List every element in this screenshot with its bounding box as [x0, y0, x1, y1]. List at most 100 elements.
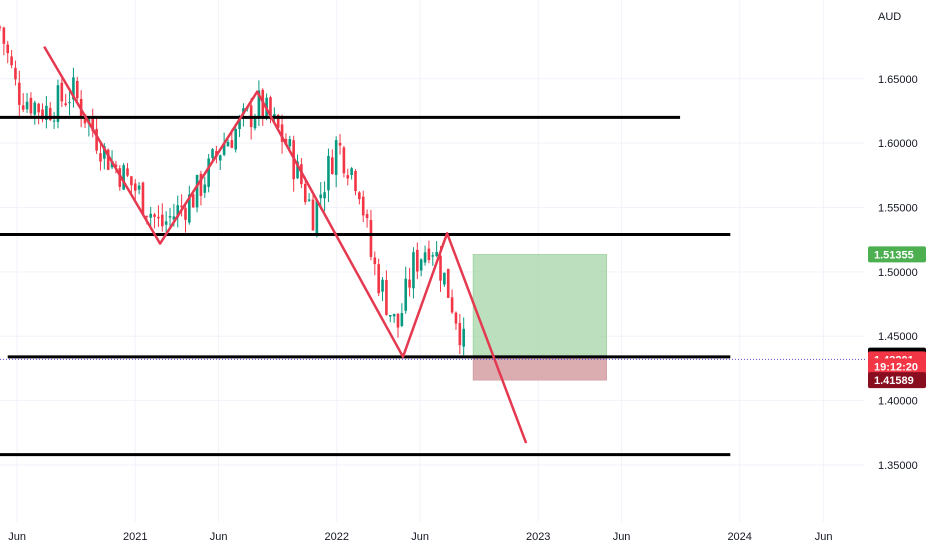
- candle-body: [443, 272, 446, 285]
- candle-body: [191, 194, 195, 208]
- candle-body: [14, 67, 17, 80]
- candle-body: [454, 312, 458, 324]
- candle-body: [257, 90, 261, 117]
- candle-body: [130, 176, 133, 186]
- candle-body: [145, 215, 149, 217]
- candle-body: [160, 214, 164, 227]
- x-tick-label: 2021: [123, 531, 147, 543]
- y-tick-label: 1.35000: [878, 460, 918, 472]
- candle-body: [106, 149, 110, 170]
- candle-body: [222, 144, 226, 155]
- x-tick-label: 2023: [526, 531, 550, 543]
- candle-body: [114, 164, 118, 168]
- stop-zone[interactable]: [472, 355, 607, 381]
- candle-body: [45, 105, 48, 120]
- target-zone[interactable]: [472, 254, 607, 356]
- y-tick-label: 1.45000: [878, 331, 918, 343]
- candle-body: [230, 140, 234, 148]
- candle-body: [141, 182, 145, 215]
- candle-body: [419, 259, 423, 271]
- candle-body: [315, 199, 319, 234]
- candle-body: [385, 280, 388, 315]
- candle-body: [153, 214, 156, 217]
- candle-body: [388, 315, 392, 317]
- position-box[interactable]: [472, 254, 607, 381]
- candle-body: [280, 124, 284, 142]
- x-tick-label: Jun: [411, 531, 429, 543]
- candle-body: [172, 216, 176, 220]
- candle-body: [296, 161, 299, 179]
- candle-body: [358, 192, 361, 200]
- candle-body: [273, 114, 276, 117]
- candle-body: [188, 194, 191, 223]
- candle-body: [133, 183, 137, 191]
- candle-body: [2, 27, 6, 44]
- candle-body: [203, 184, 207, 193]
- trend-lines[interactable]: [43, 45, 528, 444]
- candle-body: [103, 146, 106, 159]
- price-axis[interactable]: AUD 1.65000 1.60000 1.55000 1.50000 1.45000 1…: [878, 11, 918, 472]
- zigzag-trend-line[interactable]: [43, 45, 528, 444]
- candle-body: [199, 173, 203, 196]
- candle-body: [126, 168, 129, 176]
- candle-body: [354, 170, 357, 192]
- candle-body: [48, 107, 52, 121]
- candle-body: [95, 128, 98, 151]
- candle-body: [176, 205, 180, 218]
- candle-body: [381, 279, 384, 292]
- candle-body: [164, 221, 168, 225]
- time-axis[interactable]: Jun 2021 Jun 2022 Jun 2023 Jun 2024 Jun: [8, 531, 832, 543]
- x-tick-label: Jun: [613, 531, 631, 543]
- candle-body: [307, 199, 311, 201]
- x-tick-label: 2022: [324, 531, 348, 543]
- candle-body: [0, 26, 2, 28]
- candle-body: [392, 313, 396, 317]
- candle-body: [10, 56, 13, 66]
- price-badge: [868, 246, 926, 263]
- candle-body: [323, 192, 326, 199]
- candle-body: [33, 102, 37, 115]
- candle-body: [334, 140, 338, 175]
- candle-body: [18, 82, 21, 105]
- currency-label: AUD: [878, 11, 901, 23]
- y-tick-label: 1.40000: [878, 396, 918, 408]
- candle-body: [68, 102, 71, 104]
- candle-body: [72, 77, 75, 100]
- y-tick-label: 1.50000: [878, 267, 918, 279]
- candle-body: [149, 213, 152, 218]
- candle-body: [369, 219, 373, 257]
- y-tick-label: 1.60000: [878, 138, 918, 150]
- candle-body: [361, 196, 365, 216]
- candle-body: [21, 105, 25, 110]
- candle-body: [319, 194, 323, 199]
- candle-body: [180, 205, 183, 208]
- candle-body: [37, 103, 40, 113]
- candle-body: [122, 165, 125, 190]
- candle-body: [303, 183, 307, 202]
- candle-body: [91, 116, 95, 132]
- candle-body: [404, 278, 408, 311]
- candle-body: [269, 97, 272, 119]
- candle-body: [338, 142, 342, 146]
- candle-body: [423, 252, 427, 263]
- candle-body: [377, 264, 380, 294]
- candle-body: [412, 252, 415, 289]
- x-tick-label: Jun: [8, 531, 26, 543]
- horizontal-levels[interactable]: [0, 115, 731, 457]
- candle-body: [435, 251, 438, 257]
- candle-body: [60, 82, 64, 102]
- candle-body: [450, 297, 454, 313]
- candle-body: [168, 216, 172, 218]
- candle-body: [373, 257, 377, 265]
- price-badge: [868, 358, 926, 375]
- candle-body: [427, 248, 431, 261]
- candle-body: [288, 139, 292, 147]
- y-tick-label: 1.55000: [878, 203, 918, 215]
- candle-body: [439, 255, 442, 281]
- candle-body: [64, 103, 67, 105]
- candle-body: [99, 153, 102, 162]
- candle-body: [458, 323, 462, 346]
- price-badge: [868, 372, 926, 389]
